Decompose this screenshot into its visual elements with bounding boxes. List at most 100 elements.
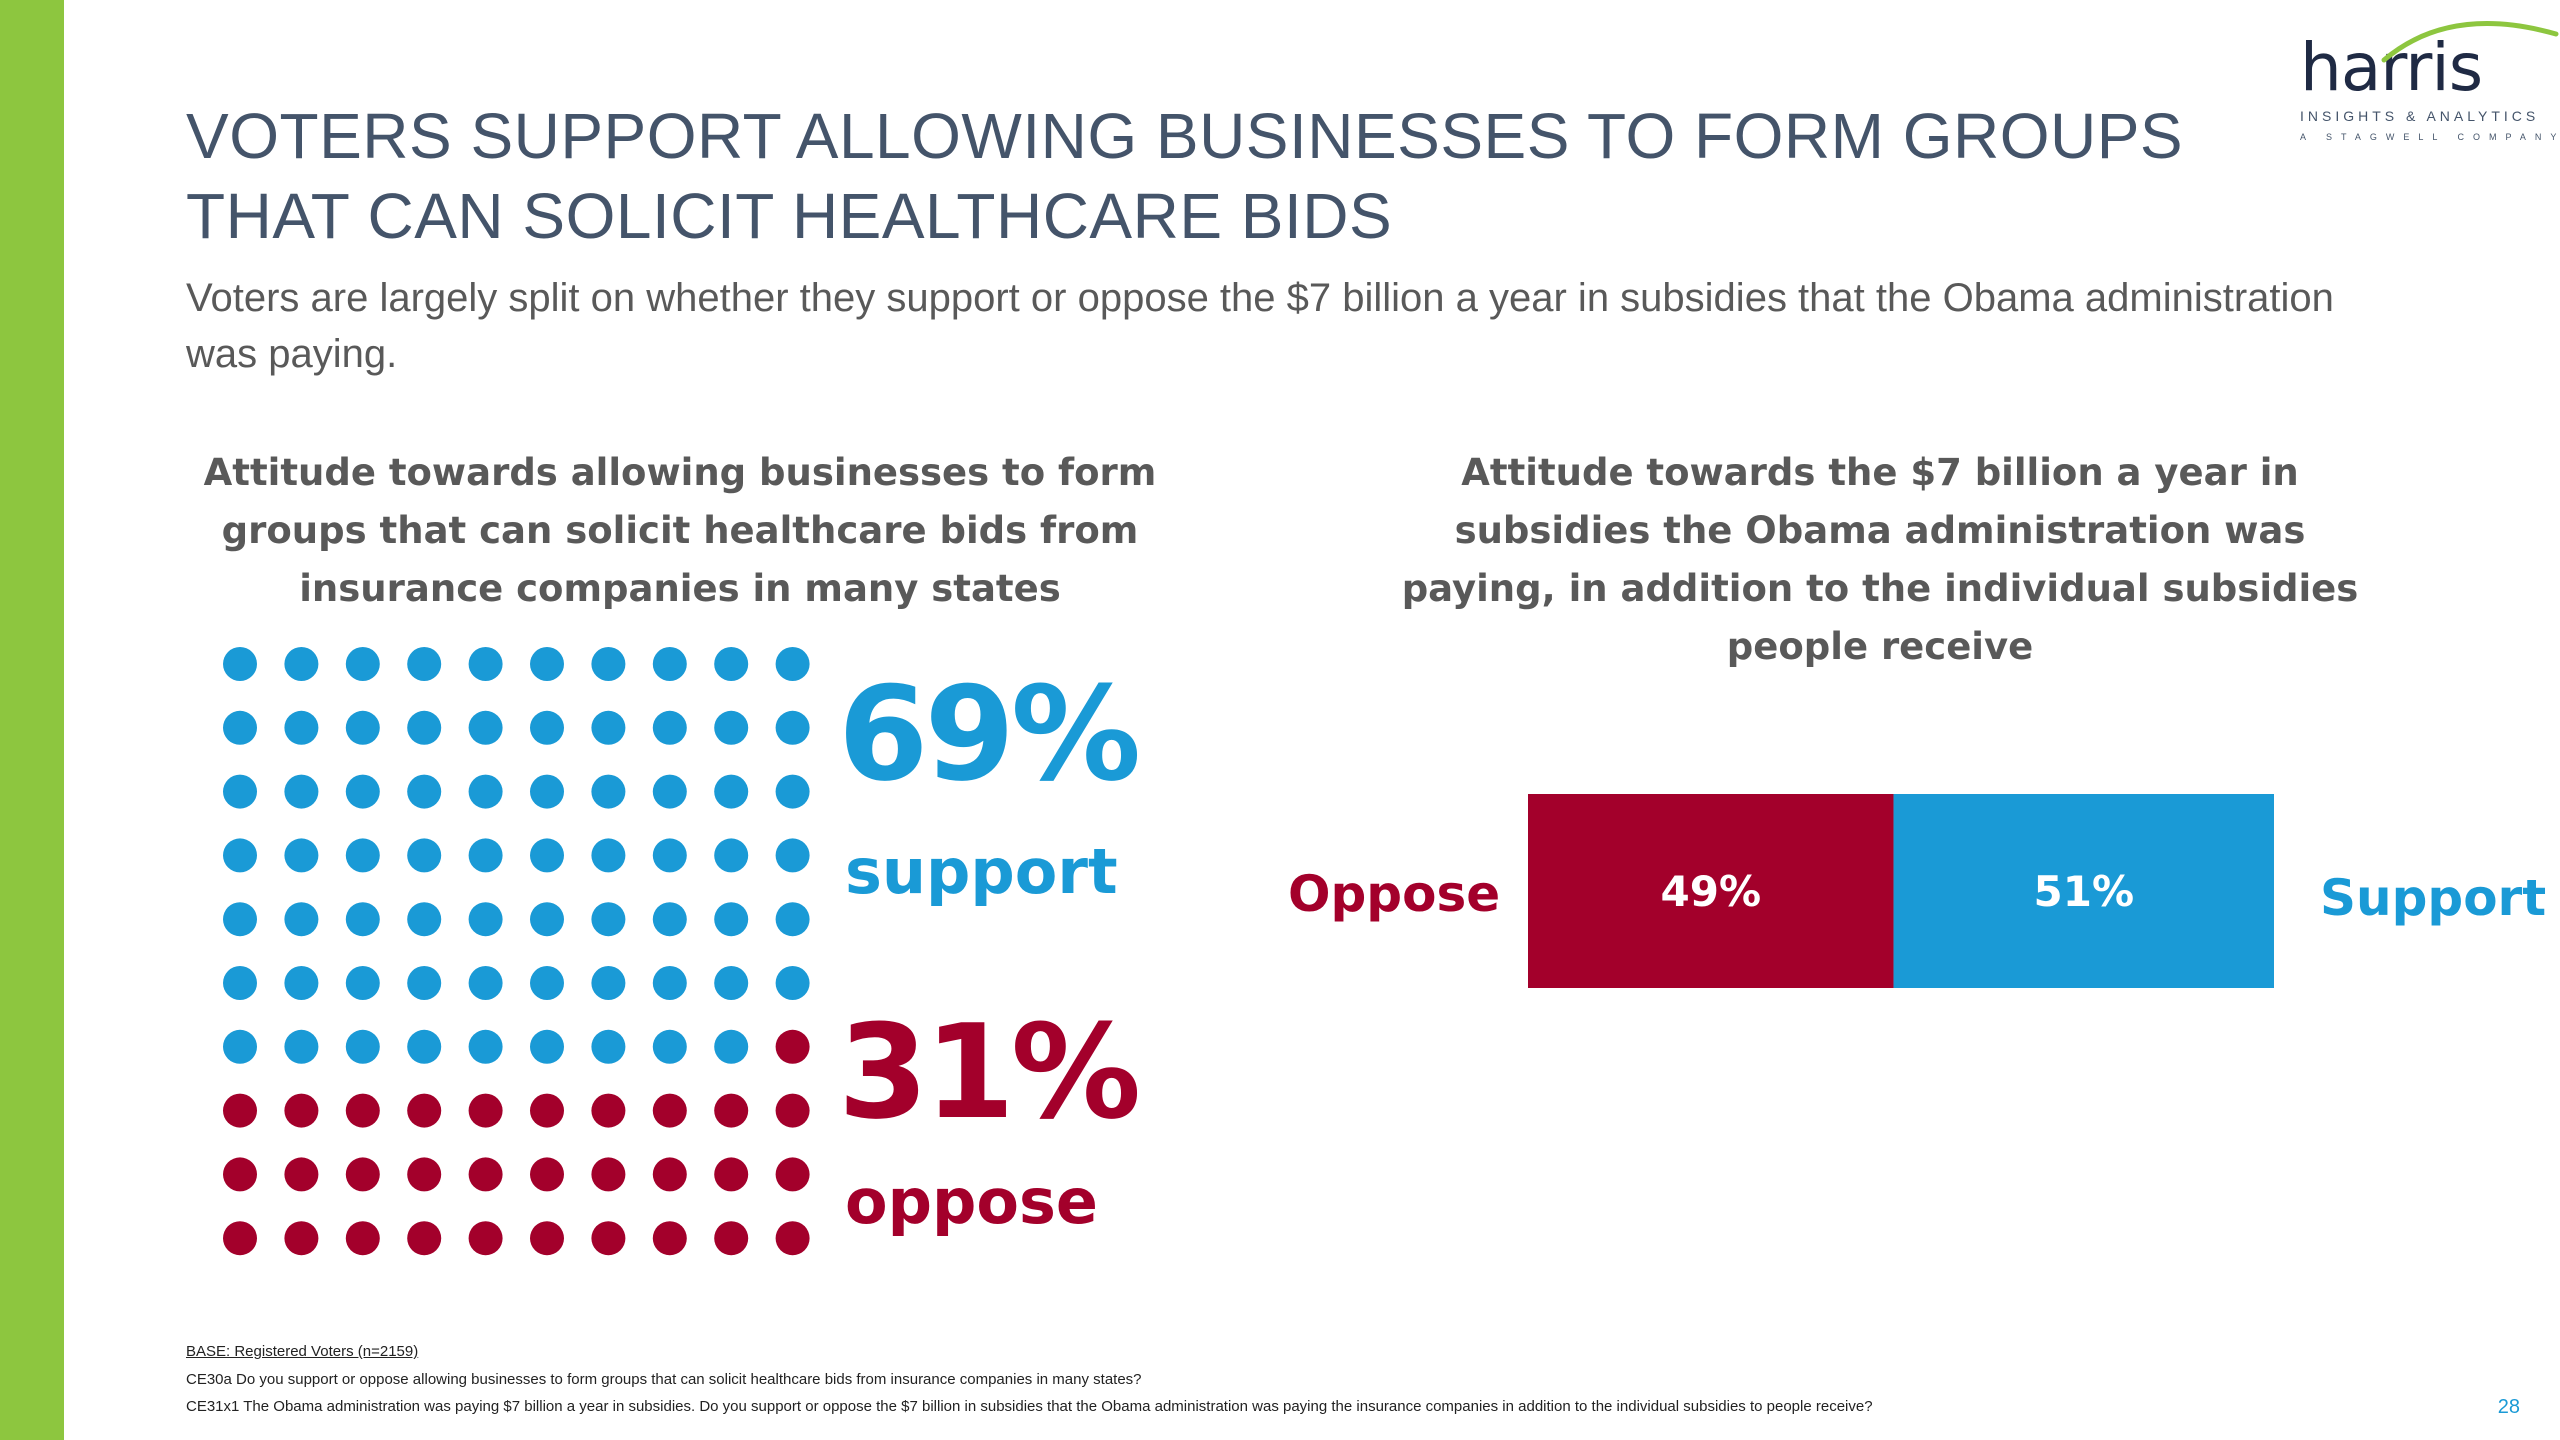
waffle-dot-oppose	[284, 1157, 319, 1192]
waffle-dot-support	[468, 1029, 503, 1064]
waffle-dot-support	[775, 838, 810, 873]
bar-segment-oppose	[1528, 794, 1894, 988]
waffle-dot-oppose	[530, 1157, 564, 1192]
waffle-dot-support	[714, 838, 749, 873]
footnote-question-2: CE31x1 The Obama administration was payi…	[186, 1398, 1873, 1415]
waffle-dot-oppose	[284, 1093, 319, 1128]
waffle-dot-support	[407, 774, 442, 809]
waffle-dot-support	[345, 902, 380, 937]
waffle-dot-support	[223, 710, 257, 745]
waffle-dot-support	[468, 710, 503, 745]
support-label: support	[845, 835, 1118, 908]
bar-segment-support	[1893, 794, 2274, 988]
waffle-dot-support	[407, 1029, 442, 1064]
waffle-dot-support	[775, 902, 810, 937]
waffle-dot-support	[652, 1029, 687, 1064]
waffle-dot-support	[284, 774, 319, 809]
waffle-dot-support	[530, 838, 564, 873]
waffle-dot-support	[223, 966, 257, 1000]
waffle-dot-support	[345, 1029, 380, 1064]
logo-company: A STAGWELL COMPANY	[2300, 132, 2560, 142]
waffle-dot-oppose	[530, 1221, 564, 1256]
waffle-dot-oppose	[468, 1157, 503, 1192]
waffle-chart	[223, 647, 810, 1256]
page-title: VOTERS SUPPORT ALLOWING BUSINESSES TO FO…	[186, 100, 2184, 252]
waffle-dot-support	[345, 710, 380, 745]
waffle-dot-support	[530, 647, 564, 681]
waffle-dot-support	[468, 966, 503, 1000]
waffle-dot-support	[407, 838, 442, 873]
waffle-dot-support	[714, 902, 749, 937]
logo-tagline: INSIGHTS & ANALYTICS	[2300, 108, 2540, 124]
waffle-dot-support	[407, 710, 442, 745]
waffle-dot-support	[223, 774, 257, 809]
waffle-dot-oppose	[714, 1157, 749, 1192]
support-percentage: 69%	[838, 658, 1141, 810]
waffle-dot-support	[284, 838, 319, 873]
waffle-dot-support	[652, 774, 687, 809]
waffle-dot-support	[775, 774, 810, 809]
brand-accent-bar	[0, 0, 64, 1440]
waffle-dot-oppose	[407, 1093, 442, 1128]
waffle-dot-oppose	[714, 1093, 749, 1128]
waffle-dot-support	[468, 774, 503, 809]
waffle-dot-oppose	[468, 1221, 503, 1256]
waffle-dot-support	[591, 647, 626, 681]
waffle-dot-support	[345, 838, 380, 873]
waffle-dot-oppose	[775, 1029, 810, 1064]
oppose-percentage: 31%	[838, 996, 1141, 1148]
waffle-dot-support	[345, 774, 380, 809]
waffle-dot-support	[775, 710, 810, 745]
waffle-dot-support	[714, 774, 749, 809]
waffle-dot-support	[284, 647, 319, 681]
waffle-dot-oppose	[775, 1093, 810, 1128]
support-side-label: Support	[2320, 869, 2547, 927]
waffle-dot-oppose	[223, 1221, 257, 1256]
waffle-dot-oppose	[530, 1093, 564, 1128]
waffle-dot-support	[530, 1029, 564, 1064]
oppose-label: oppose	[845, 1165, 1098, 1238]
waffle-dot-support	[530, 966, 564, 1000]
footnote-question-1: CE30a Do you support or oppose allowing …	[186, 1371, 1142, 1388]
waffle-dot-support	[714, 647, 749, 681]
waffle-dot-support	[407, 902, 442, 937]
waffle-dot-support	[652, 966, 687, 1000]
waffle-dot-oppose	[223, 1093, 257, 1128]
waffle-dot-support	[530, 710, 564, 745]
waffle-dot-oppose	[714, 1221, 749, 1256]
waffle-dot-oppose	[652, 1221, 687, 1256]
waffle-dot-support	[407, 966, 442, 1000]
waffle-dot-oppose	[345, 1157, 380, 1192]
waffle-dot-oppose	[223, 1157, 257, 1192]
waffle-dot-support	[591, 710, 626, 745]
waffle-dot-support	[345, 647, 380, 681]
waffle-dot-support	[652, 902, 687, 937]
waffle-dot-oppose	[407, 1157, 442, 1192]
waffle-dot-support	[530, 774, 564, 809]
logo-swoosh-icon	[2381, 21, 2559, 63]
waffle-dot-support	[284, 1029, 319, 1064]
waffle-dot-support	[223, 1029, 257, 1064]
waffle-dot-oppose	[775, 1157, 810, 1192]
waffle-dot-oppose	[345, 1221, 380, 1256]
waffle-dot-support	[407, 647, 442, 681]
waffle-dot-support	[591, 774, 626, 809]
waffle-dot-support	[223, 647, 257, 681]
waffle-dot-support	[468, 838, 503, 873]
waffle-dot-support	[714, 966, 749, 1000]
waffle-dot-oppose	[652, 1093, 687, 1128]
waffle-dot-support	[530, 902, 564, 937]
waffle-dot-support	[714, 1029, 749, 1064]
waffle-dot-support	[284, 966, 319, 1000]
right-chart-title: Attitude towards the $7 billion a year i…	[1401, 451, 2359, 668]
page-subtitle: Voters are largely split on whether they…	[186, 276, 2334, 376]
waffle-dot-support	[775, 966, 810, 1000]
waffle-dot-support	[652, 838, 687, 873]
waffle-dot-support	[284, 710, 319, 745]
waffle-dot-support	[652, 710, 687, 745]
bar-data-label-support: 51%	[2034, 867, 2135, 916]
waffle-dot-oppose	[591, 1157, 626, 1192]
waffle-dot-oppose	[591, 1221, 626, 1256]
waffle-dot-support	[468, 647, 503, 681]
waffle-dot-support	[468, 902, 503, 937]
